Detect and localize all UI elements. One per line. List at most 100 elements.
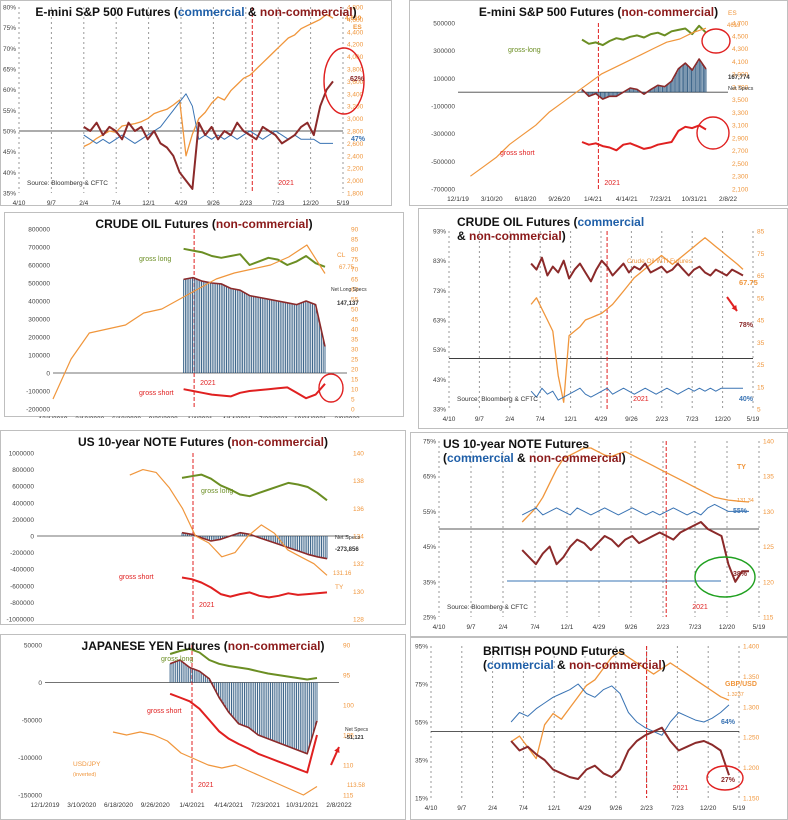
chart-title: US 10-year NOTE Futures (commercial & non… — [443, 437, 626, 465]
year-label: 2021 — [198, 782, 214, 789]
y-right-tick: 70 — [351, 267, 359, 274]
y-right-tick: 15 — [757, 384, 765, 391]
net-position-line — [181, 531, 328, 560]
x-tick: 12/20 — [719, 624, 736, 631]
net-position-line — [183, 276, 326, 347]
y-right-tick: 15 — [351, 377, 359, 384]
price-name: ES — [728, 10, 737, 17]
y-left-tick: -500000 — [431, 159, 455, 166]
y-right-tick: 134 — [353, 534, 364, 541]
x-tick: 9/26 — [207, 200, 220, 207]
commercial-pct-label: 55% — [733, 508, 748, 515]
net-pct-label: 62% — [350, 76, 365, 83]
x-tick: 12/1/19 — [447, 196, 469, 203]
commercial-pct-label: 40% — [739, 396, 754, 403]
price-name: USD/JPY — [73, 761, 101, 768]
x-tick: 3/10/20 — [481, 196, 503, 203]
x-tick: 2/23 — [655, 416, 668, 423]
y-right-tick: 4,700 — [732, 21, 749, 28]
x-tick: 6/18/2020 — [112, 416, 141, 418]
net-value-label: 167,774 — [728, 75, 750, 81]
y-right-tick: 128 — [353, 617, 364, 624]
y-right-tick: 4,800 — [347, 5, 364, 12]
chart-crude-commercial: 93% 83% 73% 63% 53% 43% 33% 85 75 65 55 45 35 25 15 5 4/… — [433, 229, 765, 424]
x-tick: 7/23/2021 — [251, 802, 280, 809]
net-position-line — [581, 58, 707, 100]
chart-es-commercial: 80% 75% 70% 65% 60% 55% 50% 45% 40% 35% 4,800 4,600… — [3, 5, 366, 208]
x-tick: 12/1 — [564, 416, 577, 423]
up-arrow — [334, 747, 340, 753]
x-tick: 12/1 — [142, 200, 155, 207]
x-tick: 4/29 — [593, 624, 606, 631]
y-left-tick: 65% — [423, 474, 436, 481]
y-left-tick: 0 — [30, 534, 34, 541]
net-value-label: -51,121 — [345, 735, 364, 741]
price-line — [52, 244, 326, 400]
y-right-tick: 95 — [343, 673, 351, 680]
gross-short-line — [181, 576, 328, 599]
chart-gbp-commercial: 95% 75% 55% 35% 15% 1.400 1.350 1.300 1.250 1.200… — [415, 644, 760, 813]
y-right-tick: 3,000 — [347, 116, 364, 123]
gross-long-line — [169, 647, 318, 681]
x-tick: 2/8/2022 — [326, 802, 352, 809]
y-right-tick: 1,800 — [347, 191, 364, 198]
price-tag: 4,619 — [345, 15, 362, 22]
y-left-tick: 300000 — [433, 48, 455, 55]
y-left-tick: -150000 — [18, 793, 42, 800]
x-tick: 4/10 — [443, 416, 456, 423]
y-right-tick: 5 — [757, 407, 761, 414]
x-tick: 5/19 — [747, 416, 760, 423]
commercial-line — [530, 387, 743, 401]
y-right-tick: 2,700 — [732, 148, 749, 155]
y-left-tick: -200000 — [26, 407, 50, 414]
source-note: Source: Bloomberg & CFTC — [27, 180, 108, 187]
year-label: 2021 — [692, 604, 708, 611]
price-name: TY — [737, 464, 746, 471]
y-right-tick: 1.200 — [743, 765, 760, 772]
x-tick: 9/26/2020 — [141, 802, 170, 809]
x-tick: 9/26 — [625, 624, 638, 631]
x-tick: 2/4 — [498, 624, 507, 631]
y-left-tick: 800000 — [12, 467, 34, 474]
gross-long-label: gross-long — [508, 47, 541, 54]
y-left-tick: 800000 — [28, 227, 50, 234]
x-tick: 4/14/21 — [616, 196, 638, 203]
y-left-tick: 55% — [415, 720, 428, 727]
price-tag: 113.58 — [347, 783, 366, 789]
gross-short-label: gross short — [139, 390, 174, 397]
y-right-tick: 50 — [351, 307, 359, 314]
x-tick: 7/23 — [686, 416, 699, 423]
y-right-tick: 140 — [353, 451, 364, 458]
panel-es-noncommercial: 500000 300000 100000 -100000 -300000 -500000 -… — [409, 0, 788, 206]
y-right-tick: 1.400 — [743, 644, 760, 651]
x-tick: 2/4 — [488, 805, 497, 812]
y-right-tick: 4,200 — [347, 42, 364, 49]
x-tick: 7/23/21 — [650, 196, 672, 203]
y-left-tick: -800000 — [10, 600, 34, 607]
x-tick: 10/31/2021 — [294, 416, 327, 418]
y-left-tick: 200000 — [12, 517, 34, 524]
panel-es-commercial: 80% 75% 70% 65% 60% 55% 50% 45% 40% 35% 4,800 4,600… — [0, 0, 392, 208]
price-name: Crude Oil WTI Futures — [627, 258, 693, 265]
gross-long-label: gross long — [161, 656, 193, 663]
chart-title: BRITISH POUND Futures (commercial & non-c… — [483, 644, 666, 672]
y-left-tick: 45% — [423, 544, 436, 551]
y-right-tick: 125 — [763, 544, 774, 551]
price-line — [530, 237, 744, 403]
gross-long-line — [181, 473, 328, 502]
year-label: 2021 — [200, 380, 216, 387]
panel-jpy-noncommercial: 50000 0 -50000 -100000 -150000 90 95 100 105 110 1… — [0, 634, 406, 820]
x-tick: 9/7 — [47, 200, 56, 207]
y-right-tick: 25 — [757, 362, 765, 369]
y-left-tick: 50000 — [24, 643, 42, 650]
x-tick: 7/23 — [689, 624, 702, 631]
gross-long-label: gross long — [201, 488, 233, 495]
chart-title: E-mini S&P 500 Futures (commercial & non… — [35, 5, 357, 19]
y-right-tick: 2,600 — [347, 141, 364, 148]
price-name: TY — [335, 584, 344, 591]
y-left-tick: 65% — [3, 67, 16, 74]
y-right-tick: 90 — [343, 643, 351, 650]
year-label: 2021 — [604, 180, 620, 187]
x-tick: 3/10/2020 — [67, 802, 96, 809]
x-tick: 7/4 — [112, 200, 121, 207]
